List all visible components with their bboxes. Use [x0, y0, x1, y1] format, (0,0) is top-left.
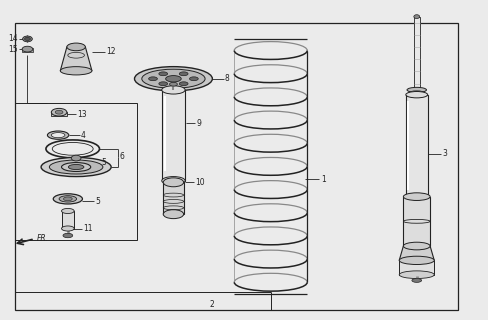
Ellipse shape	[163, 210, 183, 219]
Polygon shape	[61, 47, 92, 71]
Bar	[414, 17, 420, 90]
Ellipse shape	[163, 178, 183, 187]
Ellipse shape	[189, 77, 198, 81]
Ellipse shape	[49, 160, 103, 174]
Text: FR.: FR.	[37, 234, 49, 243]
Text: 5: 5	[95, 197, 100, 206]
Ellipse shape	[63, 197, 72, 201]
Ellipse shape	[55, 110, 63, 114]
Ellipse shape	[409, 91, 425, 95]
Ellipse shape	[179, 72, 188, 76]
Bar	[163, 182, 183, 214]
Bar	[61, 211, 74, 228]
Text: 14: 14	[9, 35, 18, 44]
Ellipse shape	[412, 278, 422, 282]
Ellipse shape	[22, 36, 32, 42]
Ellipse shape	[67, 43, 85, 51]
Ellipse shape	[53, 194, 82, 204]
Ellipse shape	[159, 72, 167, 76]
Bar	[51, 112, 67, 116]
Ellipse shape	[159, 82, 167, 86]
Bar	[162, 90, 185, 181]
Bar	[22, 49, 33, 52]
Bar	[399, 260, 434, 275]
Text: 6: 6	[120, 152, 124, 161]
Ellipse shape	[24, 37, 30, 41]
Ellipse shape	[407, 87, 427, 92]
Ellipse shape	[162, 177, 185, 185]
Ellipse shape	[22, 46, 33, 52]
Text: 11: 11	[83, 224, 93, 233]
Ellipse shape	[52, 142, 93, 155]
Text: 15: 15	[9, 44, 18, 54]
Ellipse shape	[165, 76, 181, 82]
Ellipse shape	[404, 242, 430, 250]
Ellipse shape	[59, 196, 77, 202]
Ellipse shape	[404, 193, 430, 200]
Ellipse shape	[51, 132, 65, 138]
Text: 1: 1	[321, 175, 325, 184]
Text: 9: 9	[196, 119, 201, 128]
Ellipse shape	[61, 67, 92, 75]
Text: 2: 2	[210, 300, 215, 309]
Ellipse shape	[71, 155, 81, 161]
Ellipse shape	[61, 226, 74, 231]
Text: 13: 13	[77, 110, 87, 119]
Ellipse shape	[68, 164, 84, 170]
Text: 3: 3	[442, 149, 447, 158]
Ellipse shape	[399, 256, 434, 265]
Ellipse shape	[142, 69, 205, 88]
Ellipse shape	[162, 86, 185, 94]
Ellipse shape	[169, 82, 177, 86]
Ellipse shape	[179, 82, 188, 86]
Text: 10: 10	[195, 178, 205, 187]
Ellipse shape	[406, 194, 427, 200]
Ellipse shape	[61, 208, 74, 213]
Ellipse shape	[414, 15, 420, 19]
Ellipse shape	[63, 233, 73, 238]
Ellipse shape	[51, 108, 67, 116]
Text: 8: 8	[224, 74, 229, 83]
Polygon shape	[399, 246, 434, 260]
Bar	[15, 103, 137, 240]
Ellipse shape	[406, 92, 427, 98]
Ellipse shape	[149, 77, 158, 81]
Text: 5: 5	[102, 158, 106, 167]
Ellipse shape	[47, 131, 69, 139]
Text: 12: 12	[106, 47, 116, 56]
Bar	[406, 95, 427, 197]
Ellipse shape	[135, 67, 212, 91]
Text: 4: 4	[81, 131, 85, 140]
Ellipse shape	[399, 271, 434, 278]
Bar	[404, 197, 430, 246]
Ellipse shape	[41, 157, 111, 177]
Ellipse shape	[61, 163, 91, 172]
